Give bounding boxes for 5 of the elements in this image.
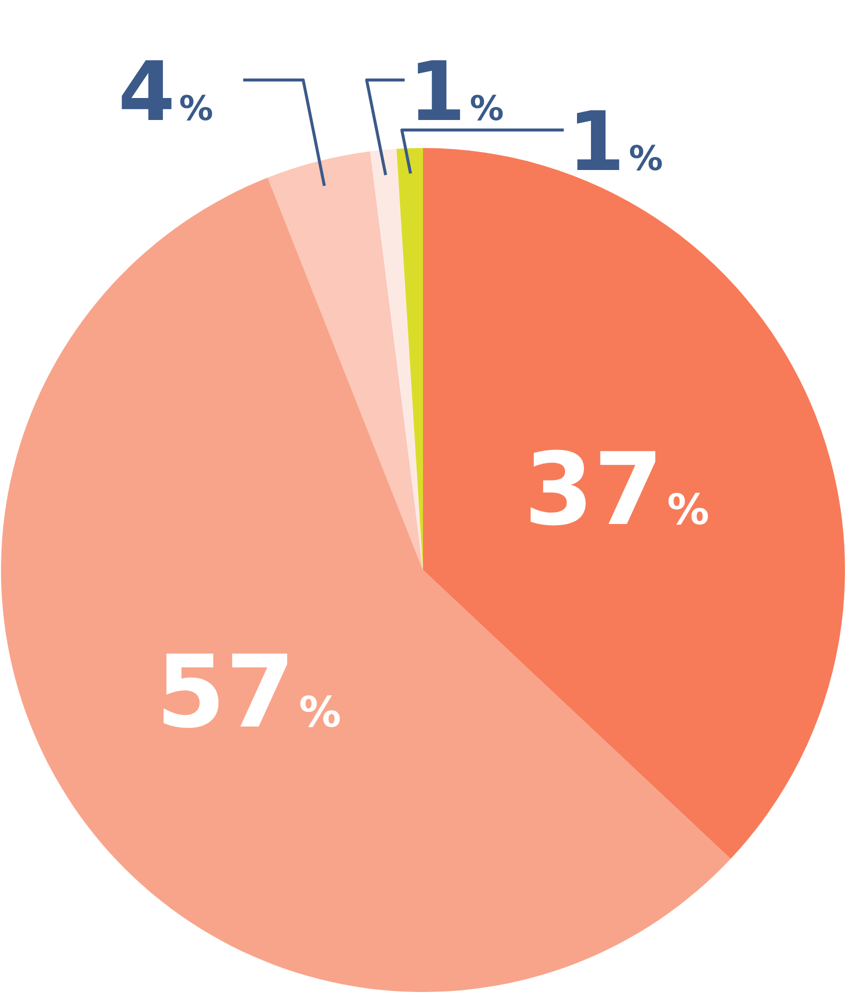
data-label: 1%	[568, 95, 663, 190]
data-label: 1%	[408, 45, 504, 140]
data-label: 4%	[118, 45, 214, 140]
data-label: 57%	[156, 634, 342, 751]
data-label: 37%	[524, 431, 710, 548]
